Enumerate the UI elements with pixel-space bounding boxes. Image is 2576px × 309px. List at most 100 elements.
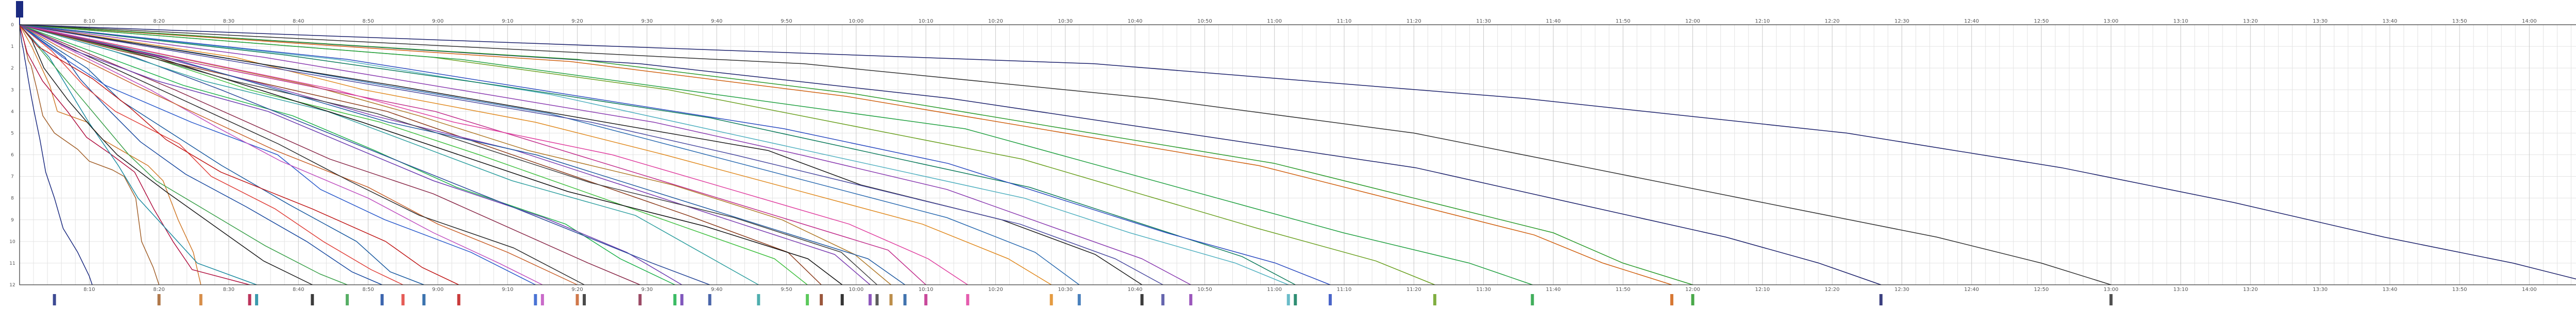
train-end-marker-13 xyxy=(575,294,579,305)
tick-label-top: 11:50 xyxy=(1616,19,1631,24)
station-index-labels: 00112233445566778899101011111212 xyxy=(9,23,15,288)
tick-label-top: 8:20 xyxy=(153,19,164,24)
tick-label-top: 9:10 xyxy=(502,19,513,24)
train-line-34 xyxy=(19,24,1289,285)
train-end-marker-36 xyxy=(1328,294,1332,305)
tick-label-top: 12:20 xyxy=(1825,19,1840,24)
train-line-3 xyxy=(19,24,250,285)
train-end-marker-22 xyxy=(840,294,844,305)
tick-label-bottom: 10:40 xyxy=(1128,287,1143,293)
tick-label-top: 12:00 xyxy=(1685,19,1700,24)
train-end-marker-32 xyxy=(1161,294,1165,305)
train-end-marker-12 xyxy=(540,294,544,305)
train-end-marker-27 xyxy=(924,294,928,305)
tick-label-bottom: 8:30 xyxy=(223,287,234,293)
tick-label-top: 13:50 xyxy=(2452,19,2467,24)
train-line-0 xyxy=(19,24,93,285)
train-line-42 xyxy=(19,24,2111,285)
train-end-marker-42 xyxy=(2109,294,2113,305)
train-end-marker-21 xyxy=(820,294,823,305)
tick-label-top: 11:10 xyxy=(1337,19,1352,24)
tick-label-top: 13:20 xyxy=(2243,19,2258,24)
train-line-8 xyxy=(19,24,403,285)
train-end-marker-11 xyxy=(534,294,537,305)
train-line-36 xyxy=(19,24,1331,285)
tick-label-top: 13:40 xyxy=(2382,19,2397,24)
train-end-marker-2 xyxy=(199,294,202,305)
train-line-1 xyxy=(19,24,160,285)
train-end-marker-3 xyxy=(248,294,251,305)
train-line-33 xyxy=(19,24,1191,285)
tick-label-top: 11:00 xyxy=(1267,19,1282,24)
tick-label-top: 13:10 xyxy=(2173,19,2188,24)
station-label-left: 12 xyxy=(9,283,15,288)
station-label-left: 0 xyxy=(11,23,14,28)
tick-label-bottom: 14:00 xyxy=(2522,287,2537,293)
tick-label-bottom: 11:10 xyxy=(1337,287,1352,293)
tick-label-top: 9:40 xyxy=(711,19,722,24)
train-line-6 xyxy=(19,24,348,285)
train-end-marker-19 xyxy=(757,294,760,305)
tick-label-bottom: 8:20 xyxy=(153,287,164,293)
train-line-29 xyxy=(19,24,1052,285)
tick-label-top: 11:30 xyxy=(1476,19,1491,24)
tick-label-top: 10:20 xyxy=(988,19,1003,24)
train-line-11 xyxy=(19,24,536,285)
tick-label-bottom: 9:50 xyxy=(781,287,792,293)
train-line-5 xyxy=(19,24,313,285)
tick-label-bottom: 8:40 xyxy=(293,287,304,293)
tick-label-bottom: 8:50 xyxy=(362,287,374,293)
tick-label-bottom: 12:50 xyxy=(2034,287,2049,293)
train-end-marker-16 xyxy=(673,294,676,305)
tick-label-bottom: 10:00 xyxy=(849,287,863,293)
train-end-marker-6 xyxy=(345,294,349,305)
train-line-28 xyxy=(19,24,968,285)
train-line-41 xyxy=(19,24,1693,285)
tick-label-bottom: 13:10 xyxy=(2173,287,2188,293)
tick-label-top: 10:10 xyxy=(919,19,934,24)
station-label-left: 5 xyxy=(11,131,14,136)
tick-label-bottom: 11:50 xyxy=(1616,287,1631,293)
tick-label-top: 8:50 xyxy=(362,19,374,24)
tick-label-top: 9:00 xyxy=(432,19,444,24)
tick-label-bottom: 13:50 xyxy=(2452,287,2467,293)
train-end-marker-29 xyxy=(1049,294,1053,305)
station-label-left: 8 xyxy=(11,196,14,201)
station-label-left: 6 xyxy=(11,153,14,158)
tick-label-bottom: 9:30 xyxy=(641,287,653,293)
train-end-marker-15 xyxy=(638,294,642,305)
tick-label-top: 13:00 xyxy=(2104,19,2119,24)
tick-label-bottom: 9:10 xyxy=(502,287,513,293)
tick-label-bottom: 12:00 xyxy=(1685,287,1700,293)
station-label-left: 11 xyxy=(9,261,15,266)
train-line-27 xyxy=(19,24,926,285)
station-label-left: 1 xyxy=(11,44,14,49)
train-end-marker-23 xyxy=(868,294,872,305)
train-line-39 xyxy=(19,24,1672,285)
train-end-marker-30 xyxy=(1077,294,1081,305)
train-line-43 xyxy=(19,24,2576,280)
train-line-17 xyxy=(19,24,682,285)
train-end-marker-20 xyxy=(806,294,809,305)
station-label-left: 3 xyxy=(11,88,14,93)
tick-label-top: 14:00 xyxy=(2522,19,2537,24)
tick-label-bottom: 9:40 xyxy=(711,287,722,293)
train-line-4 xyxy=(19,24,257,285)
station-label-left: 7 xyxy=(11,175,14,180)
train-line-12 xyxy=(19,24,543,285)
train-line-22 xyxy=(19,24,843,285)
tick-label-top: 8:40 xyxy=(293,19,304,24)
train-end-marker-24 xyxy=(875,294,879,305)
time-tick-labels: 8:10 8:10 8:20 8:20 8:30 8:30 8:40 8:40 8:50 8:50… xyxy=(83,19,2537,293)
station-label-left: 10 xyxy=(9,239,15,245)
tick-label-top: 10:40 xyxy=(1128,19,1143,24)
train-end-marker-25 xyxy=(889,294,893,305)
train-line-24 xyxy=(19,24,877,285)
train-line-20 xyxy=(19,24,808,285)
tick-label-top: 10:30 xyxy=(1058,19,1073,24)
tick-label-top: 9:20 xyxy=(571,19,583,24)
tick-label-bottom: 11:40 xyxy=(1546,287,1561,293)
tick-label-bottom: 13:20 xyxy=(2243,287,2258,293)
train-end-marker-31 xyxy=(1140,294,1144,305)
